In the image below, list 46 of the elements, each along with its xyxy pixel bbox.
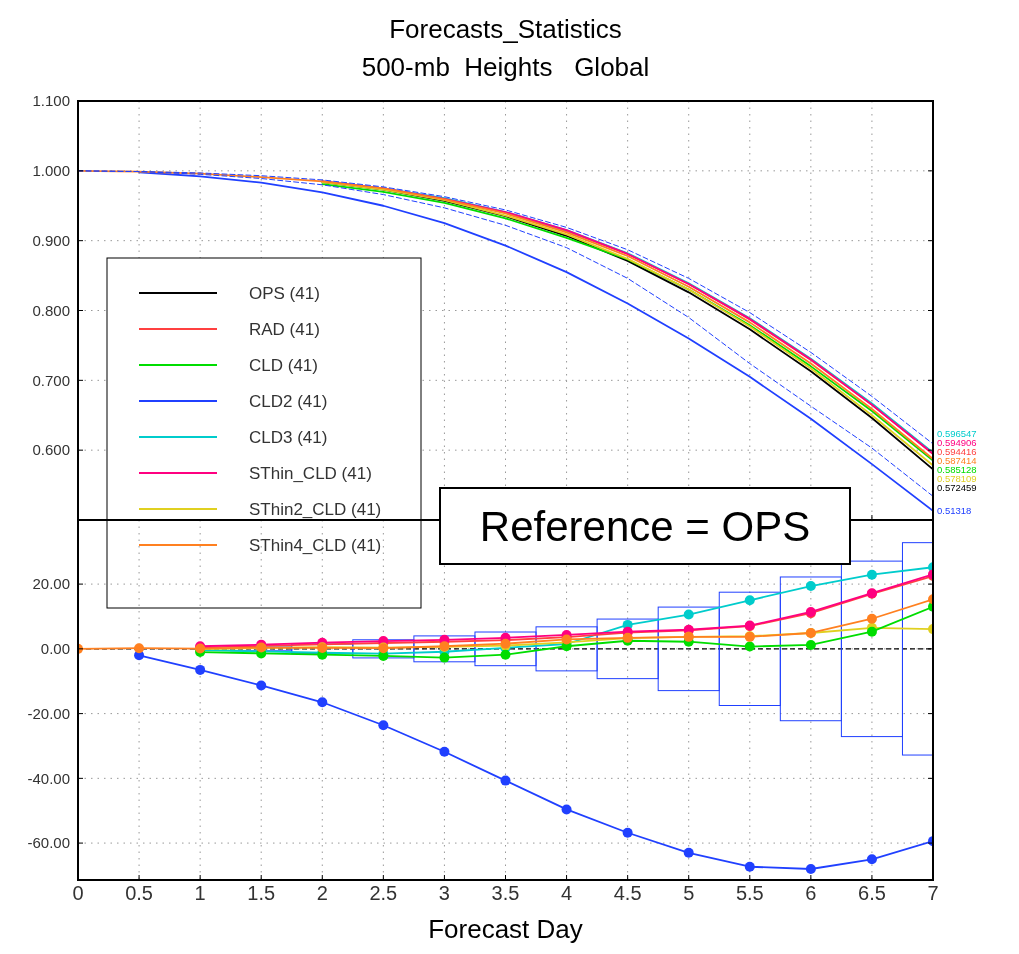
legend-label: OPS (41) — [249, 283, 320, 303]
data-label: 0.594416 — [937, 446, 977, 458]
y-tick-label: 20.00 — [32, 575, 70, 593]
x-tick-label: 2.5 — [369, 882, 398, 904]
x-tick-label: 4 — [561, 882, 573, 904]
data-label: 0.587414 — [937, 455, 977, 467]
x-tick-label: 1 — [194, 882, 206, 904]
x-tick-label: 7 — [927, 882, 939, 904]
y-tick-label: 1.100 — [32, 92, 70, 110]
x-tick-label: 6 — [805, 882, 817, 904]
legend-label: CLD3 (41) — [249, 427, 328, 447]
legend-label: SThin4_CLD (41) — [249, 535, 382, 555]
y-tick-label: -20.00 — [27, 704, 70, 722]
y-tick-label: -60.00 — [27, 834, 70, 852]
data-label: 0.572459 — [937, 482, 977, 494]
legend-label: SThin_CLD (41) — [249, 463, 372, 483]
chart-title: Forecasts_Statistics — [389, 14, 622, 44]
data-label: 0.578109 — [937, 473, 977, 485]
x-tick-label: 5 — [683, 882, 695, 904]
data-label: 0.51318 — [937, 505, 972, 517]
data-label: 0.596547 — [937, 428, 977, 440]
y-tick-label: 0.700 — [32, 371, 70, 389]
x-tick-label: 4.5 — [613, 882, 642, 904]
x-axis-title: Forecast Day — [428, 914, 583, 944]
x-tick-label: 5.5 — [735, 882, 764, 904]
x-tick-label: 1.5 — [247, 882, 276, 904]
y-tick-label: 0.800 — [32, 301, 70, 319]
data-label: 0.594906 — [937, 437, 977, 449]
x-tick-label: 3.5 — [491, 882, 520, 904]
y-tick-label: 0.900 — [32, 231, 70, 249]
y-tick-label: 1.000 — [32, 162, 70, 180]
x-tick-label: 2 — [316, 882, 328, 904]
annotation: Reference = OPS — [479, 502, 811, 550]
x-tick-label: 0.5 — [125, 882, 153, 904]
legend-label: RAD (41) — [249, 319, 320, 339]
legend-label: CLD (41) — [249, 355, 318, 375]
x-tick-label: 3 — [438, 882, 450, 904]
legend-label: CLD2 (41) — [249, 391, 328, 411]
y-tick-label: 0.600 — [32, 441, 70, 459]
chart-subtitle: 500-mb Heights Global — [361, 52, 650, 82]
x-tick-label: 0 — [72, 882, 84, 904]
y-tick-label: -40.00 — [27, 769, 70, 787]
data-label: 0.585128 — [937, 464, 977, 476]
y-tick-label: 0.00 — [40, 640, 70, 658]
legend-label: SThin2_CLD (41) — [249, 499, 382, 519]
x-tick-label: 6.5 — [858, 882, 886, 904]
